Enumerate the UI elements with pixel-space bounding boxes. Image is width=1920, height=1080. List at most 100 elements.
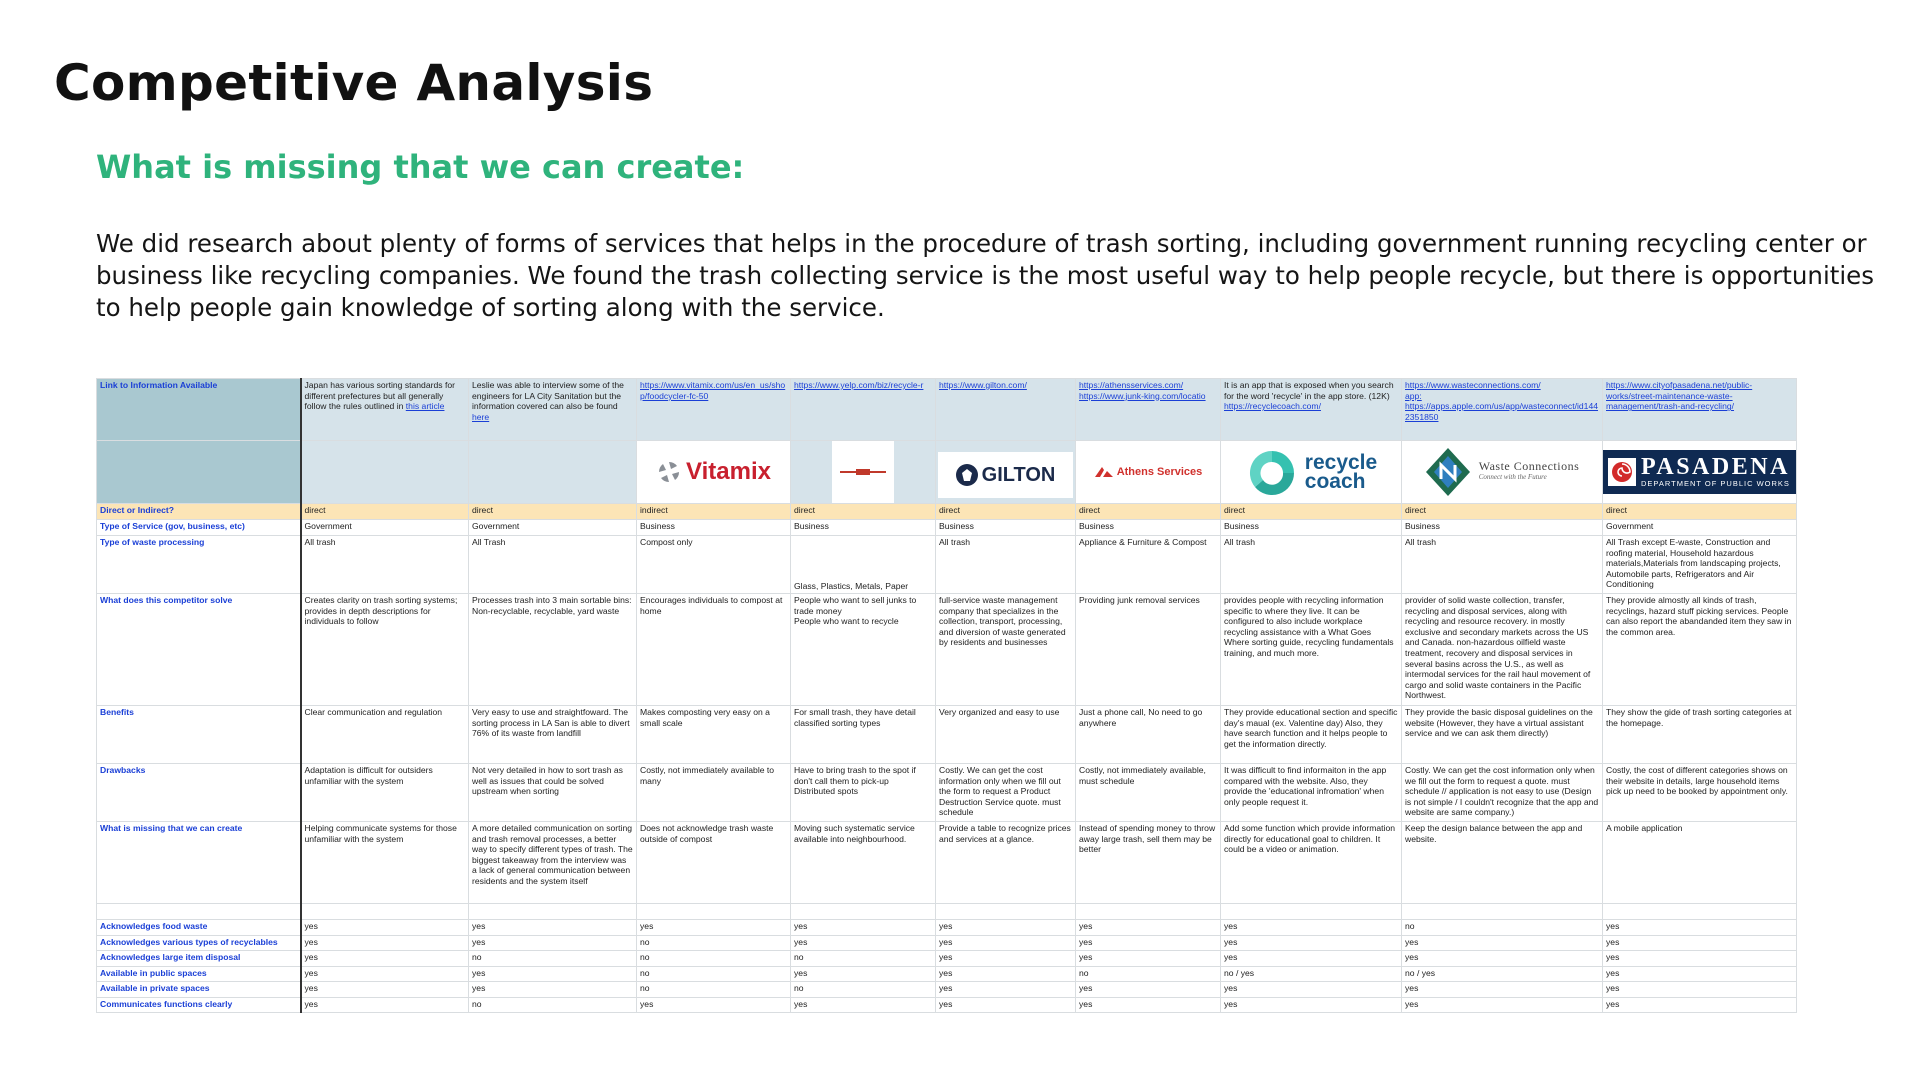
criteria-cell: no (790, 981, 936, 998)
row-benefits-value: Makes composting very easy on a small sc… (640, 707, 770, 728)
criteria-cell: yes (636, 996, 791, 1013)
criteria-cell: yes (1401, 981, 1603, 998)
row-spacer (96, 903, 1797, 920)
row-drawbacks-value: Adaptation is difficult for outsiders un… (304, 765, 433, 786)
row-direct-indirect-cell: indirect (636, 503, 791, 520)
row-criteria: Acknowledges various types of recyclable… (96, 934, 1797, 951)
row-missing-opportunity-cell: Add some function which provide informat… (1220, 821, 1402, 904)
logo-cell: Waste Connections Connect with the Future (1401, 440, 1603, 504)
spacer-cell (300, 903, 469, 920)
row-missing-opportunity-value: Keep the design balance between the app … (1405, 823, 1583, 844)
row-criteria: Communicates functions clearly yes no yes ye… (96, 996, 1797, 1013)
competitor-link[interactable]: https://www.vitamix.com/us/en_us/shop/fo… (640, 380, 786, 401)
athens-services-logo: Athens Services (1094, 466, 1202, 478)
row-missing-opportunity-value: Does not acknowledge trash waste outside… (640, 823, 774, 844)
row-benefits-cell: Very easy to use and straightfoward. The… (468, 705, 637, 764)
row-criteria-label: Communicates functions clearly (96, 996, 302, 1013)
row-criteria-label: Acknowledges various types of recyclable… (96, 934, 302, 951)
competitor-link[interactable]: https://www.yelp.com/biz/recycle-r (794, 380, 924, 390)
recycle-coach-word-2: coach (1304, 470, 1366, 493)
row-competitor-solves-label: What does this competitor solve (96, 593, 302, 706)
link-cell: Leslie was able to interview some of the… (468, 378, 637, 441)
row-benefits-cell: Clear communication and regulation (300, 705, 469, 764)
row-waste-processing-cell: All trash (1401, 535, 1603, 594)
row-missing-opportunity-label: What is missing that we can create (96, 821, 302, 904)
row-direct-indirect-cell: direct (1602, 503, 1797, 520)
spacer-cell (1075, 903, 1221, 920)
row-competitor-solves-value: They provide almostly all kinds of trash… (1606, 595, 1792, 637)
vitamix-swirl-icon (659, 462, 680, 482)
pasadena-name: PASADENA (1641, 453, 1790, 480)
row-missing-opportunity-cell: A mobile application (1602, 821, 1797, 904)
criteria-cell: yes (1220, 981, 1402, 998)
row-waste-processing-cell: Appliance & Furniture & Compost (1075, 535, 1221, 594)
criteria-cell: yes (1602, 965, 1797, 982)
row-waste-processing-cell: Glass, Plastics, Metals, Paper (790, 535, 936, 594)
row-criteria-label: Available in private spaces (96, 981, 302, 998)
criteria-cell: yes (790, 996, 936, 1013)
row-waste-processing-value: All trash (1405, 537, 1437, 547)
row-competitor-solves-value: provides people with recycling informati… (1224, 595, 1394, 658)
row-criteria-label: Available in public spaces (96, 965, 302, 982)
competitor-link[interactable]: https://www.cityofpasadena.net/public-wo… (1606, 380, 1753, 412)
criteria-cell: yes (468, 965, 637, 982)
criteria-cell: yes (468, 981, 637, 998)
row-criteria-label: Acknowledges large item disposal (96, 950, 302, 967)
row-benefits-value: They provide the basic disposal guidelin… (1405, 707, 1593, 739)
criteria-cell: no (636, 934, 791, 951)
row-service-type-cell: Business (935, 519, 1076, 536)
row-benefits-cell: Makes composting very easy on a small sc… (636, 705, 791, 764)
row-service-type-label: Type of Service (gov, business, etc) (96, 519, 302, 536)
row-benefits-cell: Just a phone call, No need to go anywher… (1075, 705, 1221, 764)
criteria-cell: no (1401, 919, 1603, 936)
row-missing-opportunity-value: Moving such systematic service available… (794, 823, 915, 844)
spacer-cell (636, 903, 791, 920)
row-direct-indirect-cell: direct (1220, 503, 1402, 520)
row-competitor-solves-cell: People who want to sell junks to trade m… (790, 593, 936, 706)
criteria-cell: yes (1220, 996, 1402, 1013)
vitamix-logo: Vitamix (656, 459, 771, 485)
section-subtitle: What is missing that we can create: (96, 148, 745, 186)
competitor-link[interactable]: https://athensservices.com/ https://www.… (1079, 380, 1206, 401)
criteria-cell: yes (790, 965, 936, 982)
link-cell: https://www.cityofpasadena.net/public-wo… (1602, 378, 1797, 441)
competitor-link[interactable]: https://www.gilton.com/ (939, 380, 1027, 390)
spacer-cell (935, 903, 1076, 920)
row-service-type-value: Business (794, 521, 829, 531)
row-missing-opportunity-cell: Helping communicate systems for those un… (300, 821, 469, 904)
row-competitor-solves-cell: They provide almostly all kinds of trash… (1602, 593, 1797, 706)
criteria-cell: no (636, 950, 791, 967)
row-benefits: Benefits Clear communication and regulati… (96, 705, 1797, 764)
row-benefits-value: They show the gide of trash sorting cate… (1606, 707, 1792, 728)
criteria-cell: yes (1602, 934, 1797, 951)
spacer-cell (1401, 903, 1603, 920)
link-note: Japan has various sorting standards for … (304, 380, 455, 412)
row-drawbacks-cell: It was difficult to find informaiton in … (1220, 763, 1402, 822)
criteria-cell: yes (1220, 950, 1402, 967)
link-note: It is an app that is exposed when you se… (1224, 380, 1394, 401)
row-competitor-solves-cell: Creates clarity on trash sorting systems… (300, 593, 469, 706)
recycle-coach-logo: recycle coach (1245, 447, 1377, 497)
row-drawbacks-label: Drawbacks (96, 763, 302, 822)
row-drawbacks-cell: Costly. We can get the cost information … (935, 763, 1076, 822)
competitive-analysis-spreadsheet: Link to Information Available Japan has v… (96, 378, 1797, 1013)
row-competitor-solves-value: People who want to sell junks to trade m… (794, 595, 917, 627)
criteria-cell: yes (300, 996, 469, 1013)
competitor-link[interactable]: https://recyclecoach.com/ (1224, 401, 1321, 412)
link-cell: Japan has various sorting standards for … (300, 378, 469, 441)
row-service-type-cell: Business (790, 519, 936, 536)
spacer-cell (790, 903, 936, 920)
competitor-link[interactable]: here (472, 411, 490, 422)
row-logos-label (96, 440, 302, 504)
criteria-cell: no (468, 950, 637, 967)
gilton-emblem-icon (955, 464, 978, 486)
row-missing-opportunity-cell: Instead of spending money to throw away … (1075, 821, 1221, 904)
row-competitor-solves-cell: full-service waste management company th… (935, 593, 1076, 706)
row-service-type-value: Business (1079, 521, 1114, 531)
row-drawbacks-value: It was difficult to find informaiton in … (1224, 765, 1387, 807)
competitor-link[interactable]: this article (405, 401, 445, 412)
row-criteria: Acknowledges food waste yes yes yes yes yes ye… (96, 919, 1797, 936)
competitor-link[interactable]: https://www.wasteconnections.com/ app: h… (1405, 380, 1599, 422)
row-waste-processing-value: Glass, Plastics, Metals, Paper (794, 581, 909, 592)
row-service-type-value: Government (1606, 521, 1654, 531)
